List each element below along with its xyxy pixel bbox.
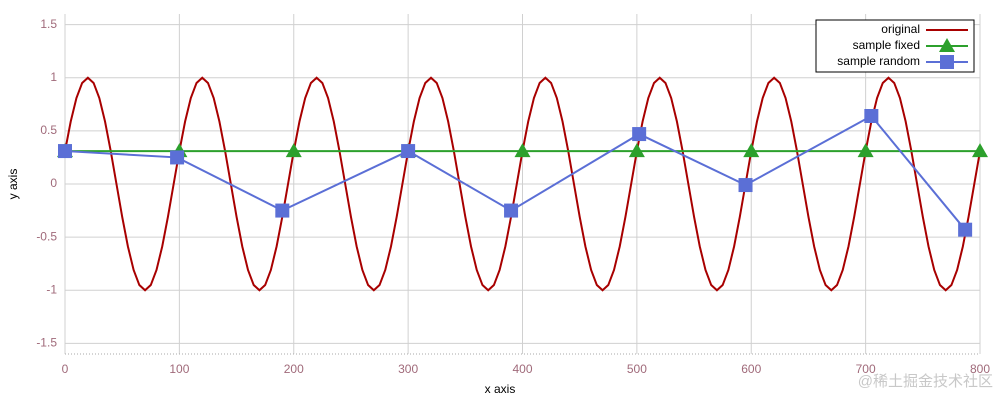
y-tick-label: -1.5 — [36, 336, 57, 350]
legend-label: sample fixed — [853, 38, 920, 52]
watermark: @稀土掘金技术社区 — [858, 373, 993, 390]
x-tick-label: 700 — [856, 362, 876, 376]
marker — [632, 127, 647, 142]
marker — [170, 150, 185, 165]
legend-label: sample random — [837, 54, 920, 68]
marker — [58, 144, 72, 159]
x-tick-label: 400 — [512, 362, 532, 376]
x-tick-label: 200 — [284, 362, 304, 376]
x-tick-label: 100 — [169, 362, 189, 376]
marker — [864, 109, 879, 123]
x-tick-label: 800 — [970, 362, 990, 376]
x-axis-label: x axis — [485, 382, 516, 396]
marker — [514, 143, 531, 158]
y-tick-label: 0.5 — [40, 123, 57, 137]
marker — [285, 143, 302, 158]
marker — [939, 38, 955, 52]
x-tick-label: 500 — [627, 362, 647, 376]
marker — [857, 143, 874, 158]
marker — [972, 143, 988, 158]
grid — [64, 14, 981, 354]
x-tick-label: 600 — [741, 362, 761, 376]
marker — [743, 143, 760, 158]
y-tick-label: -1 — [46, 282, 57, 296]
x-tick-label: 0 — [62, 362, 69, 376]
y-tick-label: 0 — [50, 176, 57, 190]
y-tick-label: 1.5 — [40, 17, 57, 31]
marker — [738, 178, 753, 193]
marker — [504, 203, 519, 218]
marker — [628, 143, 645, 158]
y-tick-label: 1 — [50, 70, 57, 84]
marker — [958, 222, 973, 237]
marker — [401, 144, 416, 159]
legend-label: original — [881, 22, 920, 36]
x-tick-label: 300 — [398, 362, 418, 376]
marker — [275, 203, 290, 218]
y-tick-label: -0.5 — [36, 229, 57, 243]
marker — [940, 55, 954, 69]
y-axis-label: y axis — [6, 169, 20, 200]
